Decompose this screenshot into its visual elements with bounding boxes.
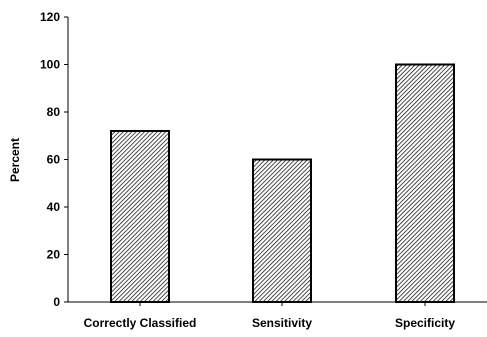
- bar-sensitivity: [252, 158, 312, 303]
- axes: [67, 17, 487, 306]
- bar-specificity: [395, 63, 455, 303]
- y-axis-title: Percent: [8, 138, 22, 182]
- x-category-label: Sensitivity: [252, 316, 312, 330]
- y-tick-label: 40: [47, 200, 61, 214]
- x-axis-category-labels: Correctly Classified Sensitivity Specifici…: [84, 316, 456, 330]
- y-tick-label: 20: [47, 248, 61, 262]
- y-axis-ticks: 0 20 40 60 80 100 120: [40, 10, 68, 309]
- bars: [110, 63, 455, 303]
- y-tick-label: 0: [53, 295, 60, 309]
- y-tick-label: 100: [40, 58, 60, 72]
- x-category-label: Correctly Classified: [84, 316, 197, 330]
- y-tick-label: 120: [40, 10, 60, 24]
- x-category-label: Specificity: [395, 316, 455, 330]
- bar-correctly-classified: [110, 130, 170, 303]
- y-tick-label: 80: [47, 105, 61, 119]
- y-tick-label: 60: [47, 153, 61, 167]
